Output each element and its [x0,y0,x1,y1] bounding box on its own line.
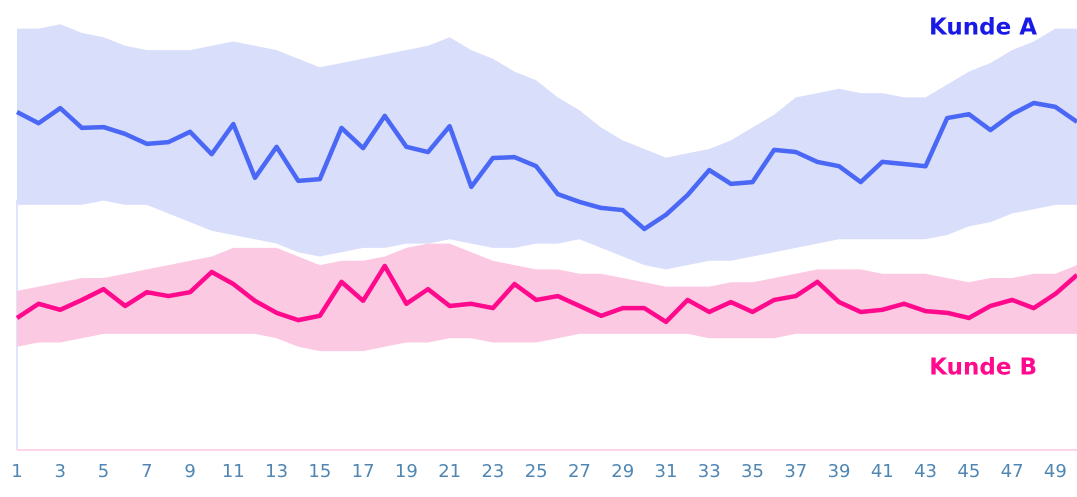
x-tick-label: 45 [957,461,980,482]
x-tick-label: 49 [1044,461,1067,482]
x-tick-label: 29 [611,461,634,482]
x-tick-label: 43 [914,461,937,482]
x-tick-label: 7 [141,461,152,482]
line [15,263,1077,325]
x-tick-label: 17 [352,461,375,482]
x-tick-label: 19 [395,461,418,482]
x-tick-label: 21 [438,461,461,482]
x-tick-label: 3 [55,461,66,482]
x-tick-label: 23 [481,461,504,482]
x-tick-label: 11 [222,461,245,482]
x-tick-label: 41 [871,461,894,482]
band [17,24,1077,270]
x-tick-label: 39 [828,461,851,482]
x-tick-label: 15 [308,461,331,482]
x-tick-label: 25 [525,461,548,482]
x-tick-label: 33 [698,461,721,482]
x-tick-label: 1 [11,461,22,482]
x-tick-label: 9 [184,461,195,482]
x-tick-label: 31 [655,461,678,482]
legend-label: Kunde A [929,15,1037,41]
x-tick-label: 13 [265,461,288,482]
legend-label: Kunde B [929,355,1037,381]
x-tick-label: 35 [741,461,764,482]
x-tick-label: 37 [784,461,807,482]
x-tick-label: 47 [1001,461,1024,482]
line [15,100,1077,232]
x-tick-label: 5 [98,461,109,482]
x-tick-label: 27 [568,461,591,482]
